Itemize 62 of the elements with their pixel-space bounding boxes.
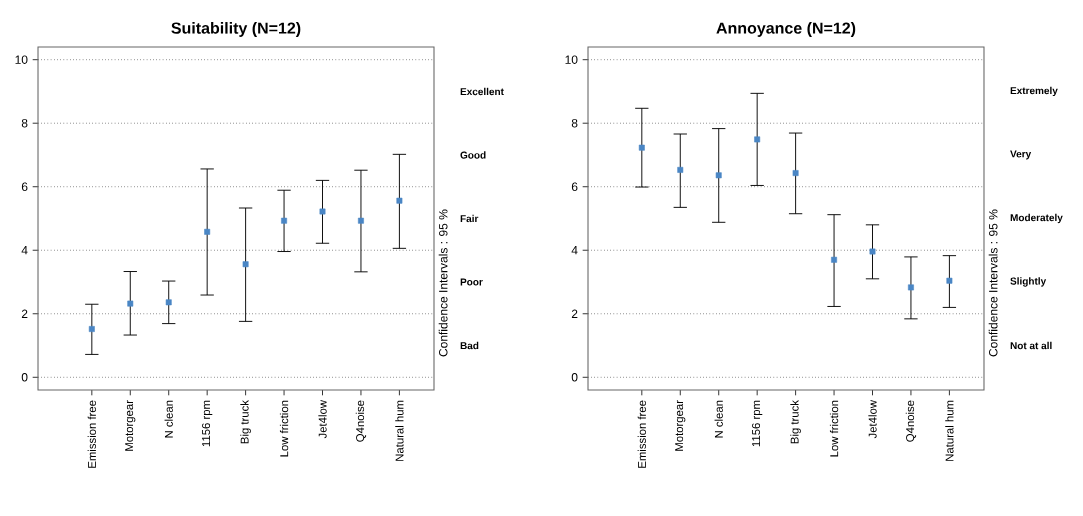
- text: Slightly: [1010, 277, 1047, 287]
- y-tick-label: 6: [571, 182, 578, 191]
- point: [319, 208, 326, 215]
- text: Moderately: [1010, 213, 1063, 224]
- point: [165, 299, 172, 306]
- y-tick-label: 8: [21, 118, 28, 128]
- point: [792, 170, 799, 177]
- y-tick-label: 10: [565, 55, 578, 64]
- y-tick-label: 4: [21, 246, 28, 255]
- y-tick-label: 8: [571, 118, 578, 128]
- text: Excellent: [460, 87, 504, 96]
- point: [127, 300, 134, 307]
- point: [242, 261, 249, 268]
- y-tick-label: 0: [571, 373, 578, 382]
- y-tick-label: 2: [571, 309, 578, 318]
- point: [638, 144, 645, 151]
- point: [281, 217, 287, 224]
- y-tick-label: 2: [21, 309, 28, 318]
- point: [677, 166, 684, 173]
- point: [869, 248, 876, 255]
- text: Poor: [460, 278, 483, 286]
- x-tick-label: Emission free: [637, 400, 646, 468]
- point: [946, 277, 953, 284]
- x-tick-label: 1156 rpm: [202, 400, 213, 447]
- text: Not at all: [1010, 341, 1052, 350]
- y-tick-label: 4: [571, 246, 578, 255]
- x-tick-label: Motorgear: [675, 400, 686, 451]
- point: [358, 217, 364, 224]
- point: [715, 172, 722, 179]
- point: [396, 197, 403, 204]
- x-tick-label: N clean: [164, 400, 173, 438]
- text: Good: [460, 151, 486, 159]
- x-tick-label: 1156 rpm: [752, 400, 763, 447]
- x-tick-label: Low friction: [829, 400, 839, 457]
- x-tick-label: Q4noise: [905, 400, 917, 442]
- chart-title: Suitability (N=12): [171, 22, 301, 37]
- point: [88, 326, 95, 332]
- point: [204, 228, 211, 235]
- chart-title: Annoyance (N=12): [716, 22, 856, 37]
- y2-axis-title: Confidence Intervals : 95 %: [438, 209, 448, 357]
- text: Bad: [460, 341, 479, 350]
- x-tick-label: Motorgear: [125, 400, 136, 451]
- x-tick-label: Natural hum: [945, 400, 954, 461]
- y-tick-label: 10: [15, 55, 28, 64]
- y2-axis-title: Confidence Intervals : 95 %: [988, 209, 998, 357]
- x-tick-label: Jet4low: [318, 400, 327, 439]
- point: [831, 256, 837, 263]
- x-tick-label: Big truck: [240, 400, 251, 444]
- x-tick-label: Q4noise: [355, 400, 367, 442]
- text: Very: [1010, 150, 1032, 160]
- x-tick-label: Emission free: [87, 400, 96, 468]
- x-tick-label: Jet4low: [868, 400, 877, 439]
- x-tick-label: Low friction: [279, 400, 289, 457]
- y-tick-label: 0: [21, 373, 28, 382]
- point: [908, 284, 914, 291]
- point: [754, 136, 761, 143]
- y-tick-label: 6: [21, 182, 28, 191]
- x-tick-label: Big truck: [790, 400, 801, 444]
- x-tick-label: Natural hum: [395, 400, 404, 461]
- x-tick-label: N clean: [714, 400, 723, 438]
- text: Fair: [460, 214, 479, 223]
- text: Extremely: [1010, 86, 1058, 97]
